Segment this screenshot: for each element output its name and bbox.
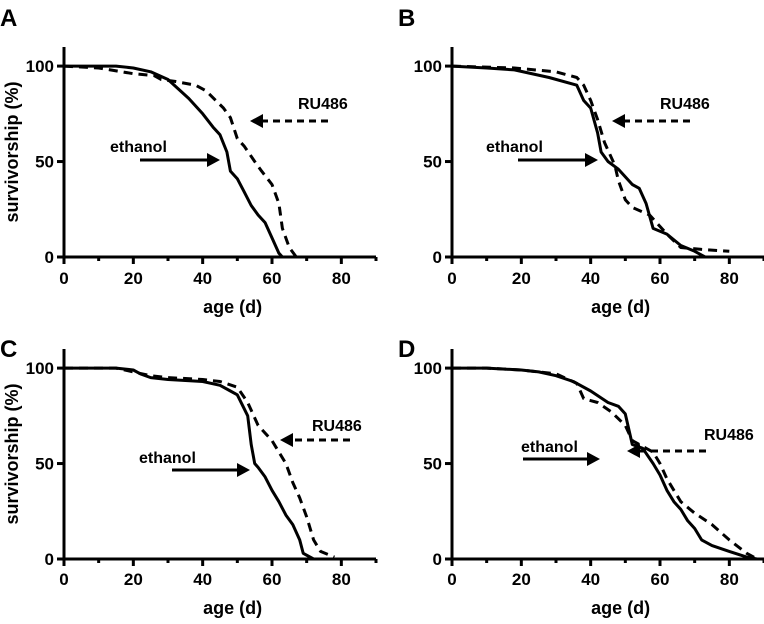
x-tick-label: 80: [332, 269, 351, 288]
y-tick-label: 100: [26, 57, 54, 76]
ru486-arrow-head: [250, 114, 263, 128]
series-line-ethanol: [452, 366, 758, 561]
x-tick-label: 0: [447, 570, 456, 589]
series-line-ru486: [451, 64, 730, 253]
ru486-arrow-head: [280, 433, 293, 447]
x-axis-title: age (d): [591, 598, 650, 618]
ethanol-arrow-head: [587, 452, 600, 466]
panel-letter: C: [0, 336, 17, 363]
x-tick-label: 40: [193, 570, 212, 589]
ru486-label: RU486: [298, 96, 348, 113]
ru486-label: RU486: [312, 418, 362, 435]
ru486-label: RU486: [660, 96, 710, 113]
y-tick-label: 0: [45, 550, 54, 569]
panel-d: D 0 20 40 60 80 0 50 100 age (d) ethanol RU486: [398, 336, 764, 618]
x-tick-label: 80: [720, 570, 739, 589]
x-tick-label: 0: [447, 269, 456, 288]
x-tick-label: 20: [512, 269, 531, 288]
y-tick-label: 50: [35, 153, 54, 172]
y-tick-label: 50: [423, 153, 442, 172]
series-line-ru486: [64, 366, 335, 559]
ethanol-label: ethanol: [521, 439, 578, 456]
x-tick-label: 40: [581, 269, 600, 288]
x-tick-label: 60: [651, 269, 670, 288]
panel-letter: A: [0, 5, 17, 32]
panel-c: C 0 20 40 60 80 0 50 100 age (d) survivorship (%) e…: [0, 336, 378, 618]
x-tick-label: 20: [512, 570, 531, 589]
ru486-arrow-head: [627, 444, 640, 458]
ethanol-label: ethanol: [139, 450, 196, 467]
x-axis-title: age (d): [203, 297, 262, 317]
x-tick-label: 20: [124, 570, 143, 589]
y-tick-label: 100: [414, 57, 442, 76]
x-tick-label: 80: [720, 269, 739, 288]
x-tick-label: 40: [193, 269, 212, 288]
panel-letter: B: [398, 5, 415, 32]
x-tick-label: 40: [581, 570, 600, 589]
x-tick-label: 60: [263, 269, 282, 288]
x-tick-label: 60: [651, 570, 670, 589]
y-tick-label: 0: [433, 248, 442, 267]
ethanol-arrow-head: [207, 153, 220, 167]
y-tick-label: 0: [433, 550, 442, 569]
panel-b: B 0 20 40 60 80 0 50 100 age (d) ethanol RU486: [398, 5, 764, 317]
ru486-label: RU486: [704, 427, 754, 444]
y-tick-label: 50: [35, 455, 54, 474]
x-tick-label: 80: [332, 570, 351, 589]
ru486-arrow-head: [612, 114, 625, 128]
x-tick-label: 0: [59, 570, 68, 589]
x-axis-title: age (d): [203, 598, 262, 618]
ethanol-arrow-head: [585, 153, 598, 167]
y-axis-title: survivorship (%): [2, 383, 22, 524]
y-tick-label: 100: [414, 359, 442, 378]
series-line-ethanol: [451, 64, 706, 259]
series-line-ru486: [452, 366, 758, 561]
y-tick-label: 100: [26, 359, 54, 378]
ethanol-label: ethanol: [110, 139, 167, 156]
ethanol-arrow-head: [237, 463, 250, 477]
y-tick-label: 0: [45, 248, 54, 267]
x-tick-label: 0: [59, 269, 68, 288]
series-line-ethanol: [64, 64, 284, 259]
x-tick-label: 20: [124, 269, 143, 288]
x-tick-label: 60: [263, 570, 282, 589]
series-line-ru486: [63, 64, 298, 258]
panel-letter: D: [398, 336, 415, 363]
x-axis-title: age (d): [591, 297, 650, 317]
ethanol-label: ethanol: [486, 139, 543, 156]
y-tick-label: 50: [423, 455, 442, 474]
panel-a: A 0 20 40 60 80 0 50 100 age (d) survivorship (%) e…: [0, 5, 378, 317]
y-axis-title: survivorship (%): [2, 81, 22, 222]
